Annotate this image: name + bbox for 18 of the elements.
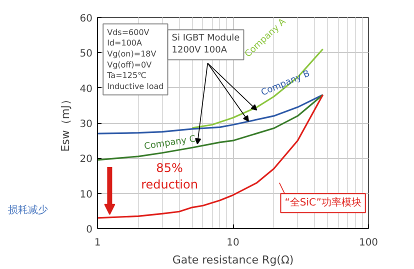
annotation: 85% reduction (141, 160, 198, 192)
text: Company C (144, 134, 196, 152)
y-axis-title: Esw（mJ） (58, 94, 72, 152)
annotation: Vds=600V Id=100A Vg(on)=18V Vg(off)=0V Ta=125℃ Inductive load (106, 28, 164, 91)
y-tick-label: 60 (80, 14, 93, 24)
y-tick-label: 0 (86, 224, 93, 236)
x-tick-label: 100 (358, 238, 378, 248)
annotation: Si IGBT Module 1200V 100A (172, 34, 240, 56)
text: 损耗减少 (8, 204, 48, 216)
x-tick-label: 10 (226, 238, 240, 248)
x-axis-title: Gate resistance Rg(Ω) (172, 254, 294, 266)
y-tick-label: 50 (80, 48, 93, 60)
y-tick-label: 40 (80, 84, 93, 95)
y-tick-label: 20 (80, 154, 93, 166)
y-tick-label: 10 (80, 189, 93, 200)
y-tick-label: 30 (80, 119, 93, 130)
x-tick-label: 1 (94, 238, 101, 248)
text: “全SiC”功率模块 (284, 196, 362, 209)
